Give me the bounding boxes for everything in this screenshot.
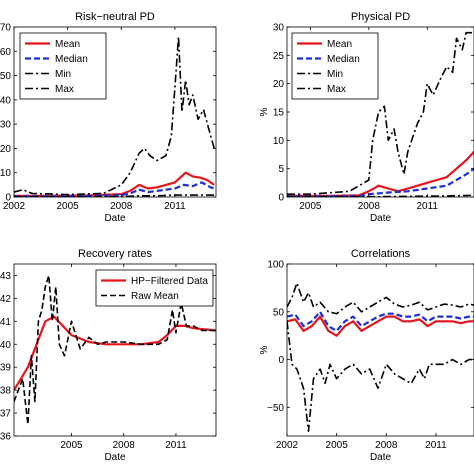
- x-tick-label: 2005: [299, 201, 322, 212]
- y-tick-label: 37: [0, 409, 11, 420]
- series-line-3: [287, 282, 474, 315]
- series-line-2: [14, 181, 215, 197]
- x-tick-label: 2008: [113, 440, 136, 451]
- y-tick-label: 41: [0, 317, 11, 328]
- series-line-1: [14, 171, 215, 197]
- x-tick-label: 2005: [60, 440, 83, 451]
- legend-entry: Raw Mean: [131, 291, 179, 302]
- y-tick-label: 25: [273, 51, 285, 62]
- x-tick-label: 2011: [425, 440, 447, 451]
- series-line-4: [287, 31, 474, 195]
- y-axis-label: %: [259, 345, 270, 354]
- series-line-2: [287, 310, 474, 332]
- chart-panel-4: 2002 2005 2008 2011 −50 0 50 100 Correlations Dat…: [259, 248, 474, 463]
- x-axis-label: Date: [370, 213, 392, 224]
- y-tick-label: 36: [0, 432, 11, 443]
- legend: Mean Median Min Max: [291, 32, 379, 100]
- series-line-2: [14, 274, 216, 426]
- legend-entry: Max: [55, 84, 74, 95]
- x-tick-label: 2008: [110, 201, 133, 212]
- x-tick-label: 2005: [326, 440, 349, 451]
- legend: HP−Filtered Data Raw Mean: [95, 269, 214, 307]
- y-tick-label: 5: [278, 164, 284, 175]
- legend-entry: Mean: [55, 39, 80, 50]
- y-tick-label: 20: [273, 79, 285, 90]
- legend-entry: Min: [55, 69, 71, 80]
- y-tick-label: 40: [0, 340, 11, 351]
- series-line-4: [14, 35, 215, 196]
- plot-frame: [13, 26, 217, 198]
- y-tick-label: 10: [0, 168, 11, 179]
- y-tick-label: 20: [0, 144, 11, 155]
- y-tick-label: 60: [0, 47, 11, 58]
- legend-entry: HP−Filtered Data: [131, 276, 208, 287]
- y-tick-label: 15: [273, 108, 285, 119]
- y-tick-label: 0: [278, 355, 284, 366]
- chart-title: Recovery rates: [78, 248, 152, 260]
- series-group: [14, 35, 215, 197]
- chart-title: Correlations: [351, 248, 411, 260]
- series-group: [287, 282, 474, 432]
- series-line-4: [287, 321, 474, 432]
- y-tick-label: 10: [273, 136, 285, 147]
- series-line-1: [287, 315, 474, 337]
- x-tick-label: 2008: [358, 201, 381, 212]
- legend-entry: Median: [327, 54, 360, 65]
- chart-title: Risk−neutral PD: [75, 11, 155, 23]
- series-line-1: [14, 315, 216, 391]
- y-tick-label: 43: [0, 271, 11, 282]
- x-axis-label: Date: [104, 452, 126, 463]
- series-line-2: [287, 167, 474, 197]
- y-tick-label: 42: [0, 294, 11, 305]
- y-tick-label: −50: [267, 403, 284, 414]
- x-axis-label: Date: [370, 452, 392, 463]
- series-line-1: [287, 150, 474, 197]
- x-tick-label: 2002: [276, 440, 299, 451]
- series-line-3: [14, 194, 215, 197]
- series-group: [14, 274, 216, 426]
- plot-frame: [13, 263, 217, 437]
- legend-entry: Median: [55, 54, 88, 65]
- y-tick-label: 30: [273, 23, 285, 34]
- chart-panel-3: 2005 2008 2011 36 37 38 39 40 41 42 43 Recovery rat…: [0, 248, 217, 463]
- y-tick-label: 0: [5, 193, 11, 204]
- y-tick-label: 50: [0, 71, 11, 82]
- chart-title: Physical PD: [351, 11, 410, 23]
- legend: Mean Median Min Max: [19, 32, 107, 100]
- y-axis-label: %: [259, 107, 270, 116]
- y-tick-label: 39: [0, 363, 11, 374]
- y-tick-label: 38: [0, 386, 11, 397]
- y-tick-label: 70: [0, 23, 11, 34]
- y-tick-label: 100: [267, 260, 284, 271]
- y-tick-label: 50: [273, 307, 285, 318]
- x-tick-label: 2011: [164, 201, 186, 212]
- plot-area: [287, 264, 474, 436]
- legend-entry: Mean: [327, 39, 352, 50]
- chart-panel-2: 2005 2008 2011 0 5 10 15 20 25 30 Physical PD Date%…: [259, 11, 474, 224]
- x-tick-label: 2008: [375, 440, 398, 451]
- y-tick-label: 0: [278, 193, 284, 204]
- x-tick-label: 2002: [3, 201, 26, 212]
- x-tick-label: 2005: [57, 201, 80, 212]
- y-tick-label: 30: [0, 120, 11, 131]
- chart-panel-1: 2002 2005 2008 2011 0 10 20 30 40 50 60 70 Risk−neut…: [0, 11, 217, 224]
- legend-entry: Max: [327, 84, 346, 95]
- legend-box: [95, 269, 214, 307]
- legend-entry: Min: [327, 69, 343, 80]
- plot-frame: [286, 263, 474, 437]
- y-tick-label: 40: [0, 95, 11, 106]
- x-axis-label: Date: [104, 213, 126, 224]
- x-tick-label: 2011: [165, 440, 187, 451]
- x-tick-label: 2011: [416, 201, 438, 212]
